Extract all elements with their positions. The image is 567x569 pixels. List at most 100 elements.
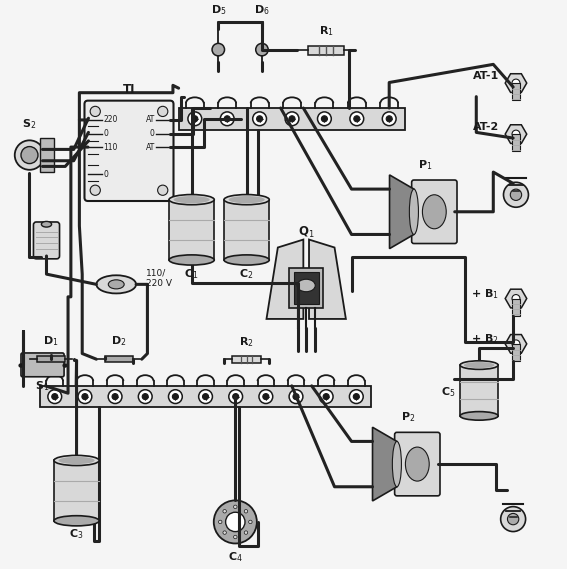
Bar — [105, 356, 133, 362]
Circle shape — [234, 505, 237, 509]
Circle shape — [318, 112, 331, 126]
Circle shape — [285, 112, 299, 126]
Circle shape — [503, 182, 528, 207]
Circle shape — [214, 500, 257, 543]
Text: AT: AT — [146, 143, 155, 151]
Circle shape — [257, 116, 263, 122]
Text: C$_1$: C$_1$ — [184, 267, 199, 281]
Bar — [512, 134, 520, 151]
Text: C$_4$: C$_4$ — [228, 550, 243, 564]
Text: AT-2: AT-2 — [473, 122, 499, 132]
Ellipse shape — [256, 43, 268, 56]
Circle shape — [48, 390, 62, 403]
Circle shape — [512, 130, 520, 138]
Circle shape — [221, 112, 234, 126]
Circle shape — [512, 340, 520, 348]
Bar — [289, 269, 323, 308]
Circle shape — [386, 116, 392, 122]
Circle shape — [244, 509, 248, 513]
Text: AT: AT — [146, 116, 155, 125]
Ellipse shape — [174, 196, 210, 203]
Circle shape — [168, 390, 182, 403]
Circle shape — [202, 394, 209, 399]
Ellipse shape — [464, 362, 494, 368]
Circle shape — [223, 531, 226, 534]
Text: D$_6$: D$_6$ — [254, 3, 270, 17]
Circle shape — [223, 509, 226, 513]
Circle shape — [226, 512, 245, 531]
Ellipse shape — [297, 279, 315, 292]
Bar — [224, 200, 269, 260]
Circle shape — [512, 295, 520, 303]
Bar — [307, 46, 344, 55]
Circle shape — [507, 513, 519, 525]
Ellipse shape — [422, 195, 446, 229]
Circle shape — [78, 390, 92, 403]
Circle shape — [234, 535, 237, 539]
Ellipse shape — [96, 275, 136, 294]
Text: D$_5$: D$_5$ — [210, 3, 226, 17]
Ellipse shape — [460, 361, 498, 369]
Circle shape — [52, 394, 58, 399]
FancyBboxPatch shape — [412, 180, 457, 244]
Ellipse shape — [54, 455, 99, 465]
Text: C$_3$: C$_3$ — [69, 527, 84, 541]
FancyBboxPatch shape — [21, 353, 64, 377]
Circle shape — [218, 520, 222, 523]
Circle shape — [172, 394, 179, 399]
Circle shape — [259, 390, 273, 403]
Bar — [37, 356, 65, 362]
Circle shape — [349, 390, 363, 403]
Circle shape — [249, 520, 252, 523]
Circle shape — [321, 116, 327, 122]
Text: C$_2$: C$_2$ — [239, 267, 254, 281]
FancyBboxPatch shape — [84, 101, 174, 201]
Ellipse shape — [224, 255, 269, 265]
Circle shape — [354, 116, 360, 122]
Circle shape — [253, 112, 266, 126]
Bar — [512, 299, 520, 316]
Bar — [232, 356, 261, 362]
Text: + B$_2$: + B$_2$ — [471, 332, 499, 347]
Circle shape — [263, 394, 269, 399]
Circle shape — [142, 394, 148, 399]
Bar — [54, 460, 99, 521]
Text: S$_2$: S$_2$ — [22, 117, 37, 131]
Circle shape — [293, 394, 299, 399]
Circle shape — [232, 394, 239, 399]
Text: P$_2$: P$_2$ — [401, 411, 416, 424]
Ellipse shape — [58, 457, 95, 464]
Text: 110/
220 V: 110/ 220 V — [146, 269, 172, 288]
FancyBboxPatch shape — [33, 222, 60, 259]
Ellipse shape — [54, 516, 99, 526]
Bar — [294, 273, 319, 304]
Text: + B$_1$: + B$_1$ — [471, 287, 499, 301]
Text: Q$_1$: Q$_1$ — [298, 225, 315, 240]
Text: 0: 0 — [103, 130, 108, 138]
Ellipse shape — [41, 221, 52, 227]
Ellipse shape — [108, 280, 124, 289]
Circle shape — [350, 112, 363, 126]
FancyBboxPatch shape — [40, 386, 371, 407]
Ellipse shape — [21, 147, 38, 163]
Circle shape — [353, 394, 359, 399]
Circle shape — [244, 531, 248, 534]
Polygon shape — [390, 175, 414, 249]
Polygon shape — [309, 240, 346, 319]
Text: D$_1$: D$_1$ — [43, 334, 59, 348]
Circle shape — [188, 112, 202, 126]
Polygon shape — [373, 427, 397, 501]
Circle shape — [158, 185, 168, 195]
Ellipse shape — [224, 195, 269, 205]
Circle shape — [90, 106, 100, 117]
Circle shape — [90, 185, 100, 195]
Ellipse shape — [409, 189, 418, 234]
Text: AT-1: AT-1 — [473, 71, 499, 81]
Text: R$_1$: R$_1$ — [319, 24, 333, 38]
Ellipse shape — [15, 141, 44, 170]
Polygon shape — [266, 240, 303, 319]
Circle shape — [224, 116, 230, 122]
Ellipse shape — [212, 43, 225, 56]
Circle shape — [192, 116, 198, 122]
FancyBboxPatch shape — [395, 432, 440, 496]
